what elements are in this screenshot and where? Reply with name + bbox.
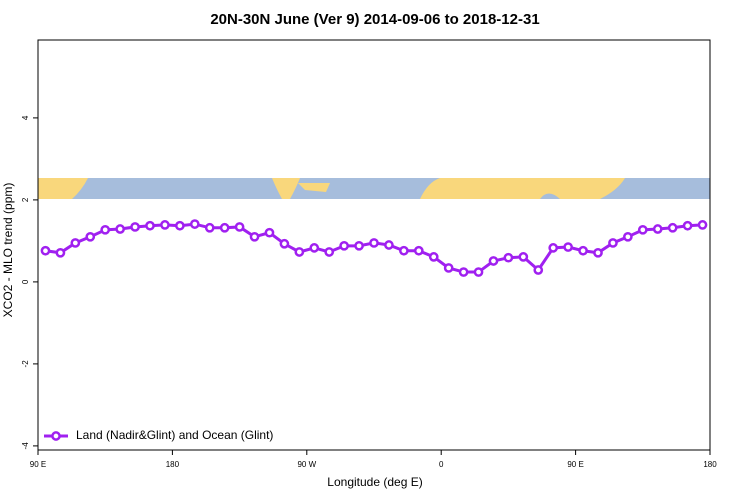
data-point — [279, 238, 290, 249]
y-tick-label: 0 — [21, 279, 30, 284]
data-point — [369, 238, 379, 248]
y-tick-label: -4 — [21, 442, 30, 450]
data-point — [682, 220, 693, 231]
data-point — [488, 256, 499, 266]
data-point — [234, 222, 245, 232]
x-tick-label: 180 — [166, 460, 180, 469]
data-point — [264, 227, 275, 238]
data-point — [354, 240, 364, 251]
data-point — [473, 267, 484, 277]
data-point — [384, 240, 394, 250]
data-point — [652, 224, 663, 234]
x-tick-label: 0 — [439, 460, 444, 469]
data-point — [443, 263, 454, 273]
data-point — [100, 224, 111, 235]
chart-title: 20N-30N June (Ver 9) 2014-09-06 to 2018-… — [210, 11, 539, 28]
data-point — [130, 222, 140, 232]
legend-marker — [51, 431, 61, 441]
x-tick-label: 180 — [703, 460, 717, 469]
legend-label: Land (Nadir&Glint) and Ocean (Glint) — [76, 428, 273, 442]
x-tick-label: 90 E — [567, 460, 583, 469]
data-point — [294, 247, 305, 257]
data-point — [85, 231, 96, 242]
x-tick-label: 90 E — [30, 460, 46, 469]
data-point — [219, 222, 230, 233]
data-point — [593, 247, 603, 258]
data-point — [160, 220, 170, 230]
data-point — [458, 267, 469, 277]
map-strip — [38, 178, 710, 199]
data-point — [503, 252, 514, 263]
data-point — [399, 245, 409, 256]
y-tick-label: -2 — [21, 360, 30, 368]
data-point — [204, 222, 215, 233]
data-point — [637, 224, 648, 235]
data-point — [608, 238, 618, 248]
plot-frame — [37, 39, 711, 451]
data-point — [697, 220, 708, 230]
y-tick-label: 4 — [21, 115, 30, 120]
data-point — [115, 224, 125, 234]
data-point — [548, 243, 559, 253]
x-tick-label: 90 W — [297, 460, 316, 469]
data-point — [667, 222, 678, 233]
data-point — [623, 231, 633, 242]
x-axis-label: Longitude (deg E) — [327, 475, 422, 489]
y-tick-label: 2 — [21, 197, 30, 202]
data-point — [175, 220, 185, 231]
data-point — [578, 245, 588, 256]
data-point — [145, 220, 155, 231]
data-point — [324, 247, 335, 257]
data-point — [428, 252, 439, 262]
series-line — [45, 222, 703, 274]
data-point — [55, 247, 66, 258]
data-point — [518, 252, 529, 262]
y-axis-label: XCO2 - MLO trend (ppm) — [1, 183, 15, 318]
data-point — [309, 243, 320, 253]
data-point — [70, 238, 81, 248]
data-point — [40, 245, 51, 256]
data-point — [533, 265, 544, 275]
data-point — [189, 219, 200, 229]
data-point — [413, 245, 424, 256]
data-point — [563, 242, 573, 252]
data-point — [249, 231, 260, 242]
data-point — [339, 240, 349, 251]
